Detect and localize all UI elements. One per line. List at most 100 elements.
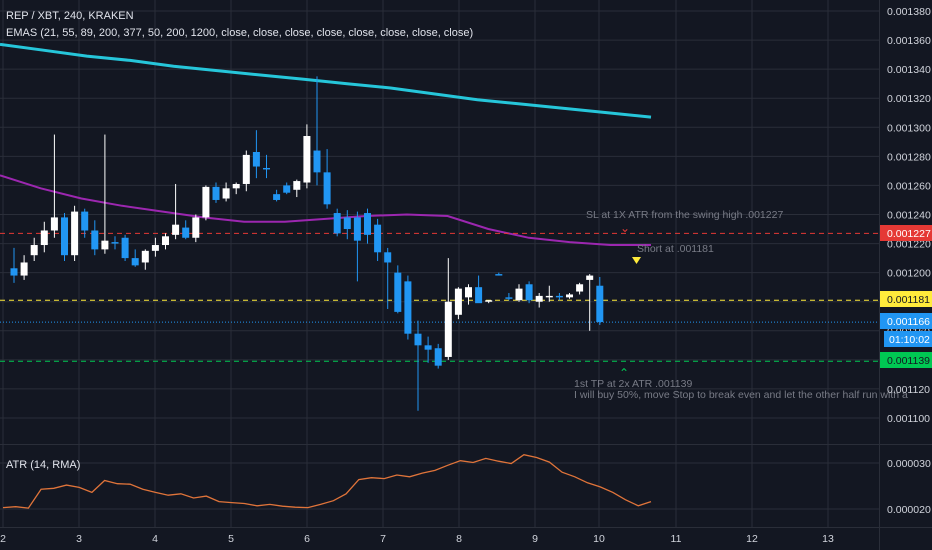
candle[interactable] — [10, 247, 18, 283]
candle-body — [293, 181, 301, 190]
candle[interactable] — [424, 336, 432, 363]
candle-body — [353, 217, 361, 241]
atr-tick-label: 0.000020 — [887, 504, 931, 516]
time-axis[interactable]: 2 3 4 5 6 7 8 9 10 11 12 13 — [0, 533, 834, 545]
last-price-label: 0.001166 — [887, 316, 930, 328]
candle[interactable] — [293, 179, 301, 198]
candle[interactable] — [151, 237, 159, 257]
candle[interactable] — [232, 182, 240, 195]
target-price-badge: 0.001139 — [880, 352, 932, 368]
candle[interactable] — [212, 182, 220, 203]
ema-long-line[interactable] — [0, 42, 652, 119]
candle-body — [242, 154, 250, 184]
candle[interactable] — [454, 287, 462, 320]
candle[interactable] — [263, 154, 270, 179]
candle[interactable] — [394, 265, 402, 314]
candlesticks[interactable] — [10, 76, 604, 411]
time-tick-label: 2 — [0, 533, 6, 545]
candle[interactable] — [313, 76, 321, 186]
candle[interactable] — [61, 213, 68, 262]
candle[interactable] — [121, 234, 129, 262]
candle[interactable] — [374, 218, 382, 262]
candle[interactable] — [434, 343, 442, 369]
candle[interactable] — [475, 275, 483, 304]
candle[interactable] — [515, 284, 523, 302]
candle[interactable] — [444, 258, 452, 360]
candle[interactable] — [252, 130, 260, 179]
candle[interactable] — [545, 285, 553, 302]
candle[interactable] — [50, 134, 58, 238]
atr-line[interactable] — [2, 454, 652, 509]
candle-body — [252, 151, 260, 167]
candle-body — [30, 245, 38, 256]
candle[interactable] — [30, 237, 38, 262]
candle[interactable] — [192, 214, 200, 243]
candle[interactable] — [40, 221, 48, 253]
price-tick-label: 0.001280 — [887, 151, 931, 163]
candle[interactable] — [525, 281, 533, 304]
candle[interactable] — [404, 275, 412, 340]
candle[interactable] — [586, 274, 594, 331]
price-tick-label: 0.001120 — [887, 384, 930, 396]
candle[interactable] — [20, 255, 28, 280]
candle-body — [202, 186, 210, 218]
candle[interactable] — [71, 205, 79, 262]
candle[interactable] — [131, 249, 139, 267]
candle-body — [303, 136, 311, 183]
candle[interactable] — [141, 249, 149, 270]
atr-legend[interactable]: ATR (14, RMA) — [6, 459, 81, 471]
candle[interactable] — [242, 150, 250, 192]
candle-body — [151, 245, 159, 251]
candle[interactable] — [414, 320, 422, 411]
target-price-label: 0.001139 — [887, 355, 930, 367]
atr-axis[interactable]: 0.000030 0.000020 — [887, 458, 931, 516]
candle[interactable] — [505, 292, 513, 301]
candle[interactable] — [101, 134, 109, 254]
candle[interactable] — [465, 284, 472, 305]
candle[interactable] — [182, 220, 190, 240]
stop-arrow-icon[interactable]: ⌄ — [620, 221, 630, 235]
candle[interactable] — [162, 233, 169, 250]
candle-countdown-badge: 01:10:02 — [884, 331, 932, 347]
candle[interactable] — [566, 292, 573, 299]
candle[interactable] — [323, 149, 331, 209]
ema-legend[interactable]: EMAS (21, 55, 89, 200, 377, 50, 200, 120… — [6, 27, 474, 39]
candle[interactable] — [555, 292, 563, 301]
candle[interactable] — [495, 272, 503, 276]
symbol-title[interactable]: REP / XBT, 240, KRAKEN — [6, 10, 134, 22]
candle[interactable] — [222, 182, 230, 202]
candle[interactable] — [172, 183, 180, 240]
time-tick-label: 10 — [593, 533, 605, 545]
candle[interactable] — [485, 300, 493, 304]
candle[interactable] — [596, 277, 604, 325]
ema-mid-line[interactable] — [0, 174, 651, 246]
candle-body — [313, 150, 321, 173]
atr-indicator — [2, 454, 652, 509]
candle[interactable] — [283, 182, 291, 195]
candle[interactable] — [576, 282, 584, 295]
candle[interactable] — [343, 210, 351, 240]
candle[interactable] — [202, 185, 210, 221]
candle[interactable] — [273, 189, 281, 202]
candle[interactable] — [364, 208, 371, 244]
target-arrow-icon[interactable]: ⌃ — [619, 366, 629, 380]
candle[interactable] — [81, 208, 89, 238]
price-tick-label: 0.001360 — [887, 35, 931, 47]
candle[interactable] — [353, 211, 361, 282]
countdown-label: 01:10:02 — [889, 334, 930, 346]
candle-body — [505, 297, 513, 299]
candle[interactable] — [333, 208, 341, 237]
candle[interactable] — [91, 220, 99, 256]
entry-flag-icon[interactable] — [632, 257, 641, 264]
entry-note: Short at .001181 — [637, 243, 714, 255]
candle-body — [535, 295, 543, 302]
candle[interactable] — [303, 124, 311, 189]
candle-body — [364, 213, 371, 235]
candle-body — [343, 217, 351, 230]
time-tick-label: 9 — [532, 533, 538, 545]
candle[interactable] — [535, 292, 543, 308]
candle[interactable] — [384, 247, 392, 309]
time-tick-label: 12 — [746, 533, 758, 545]
candle[interactable] — [111, 236, 119, 250]
